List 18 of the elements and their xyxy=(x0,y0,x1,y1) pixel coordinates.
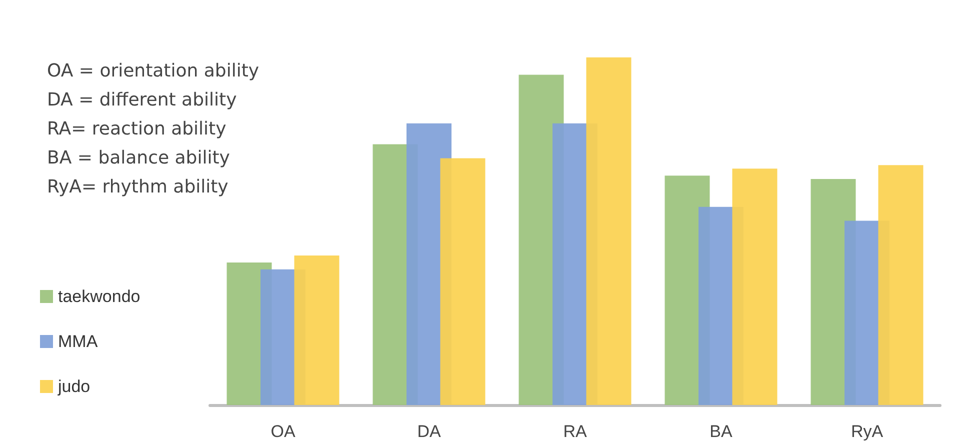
x-tick-label: RA xyxy=(563,422,588,441)
annotation: OA = orientation ability xyxy=(47,60,260,82)
x-tick-label: BA xyxy=(710,422,733,441)
bar xyxy=(878,165,924,405)
x-tick-label: OA xyxy=(270,422,296,441)
annotation: BA = balance ability xyxy=(47,148,230,168)
annotation: DA = different ability xyxy=(47,90,238,110)
bar xyxy=(732,168,778,405)
legend-label: MMA xyxy=(58,332,98,351)
bar xyxy=(586,57,632,405)
x-tick-label: RyA xyxy=(850,422,884,441)
annotation: RyA= rhythm ability xyxy=(47,176,229,198)
x-tick-label: DA xyxy=(417,422,442,441)
bar xyxy=(294,256,340,405)
legend-label: taekwondo xyxy=(58,287,140,306)
legend-label: judo xyxy=(57,377,90,396)
bar xyxy=(440,158,486,405)
annotation: RA= reaction ability xyxy=(47,118,227,140)
